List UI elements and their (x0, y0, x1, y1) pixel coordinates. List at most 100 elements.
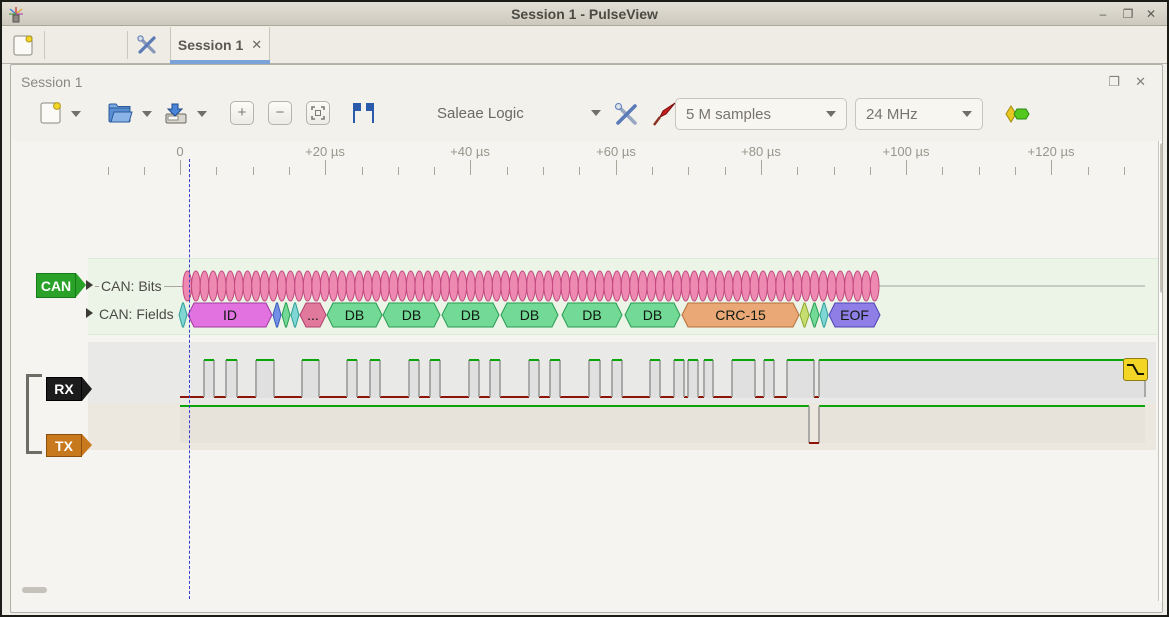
save-dropdown-arrow[interactable] (197, 111, 207, 117)
can-bit-annotation (706, 270, 717, 302)
session-dock: Session 1 ❐ ✕ + − (10, 64, 1163, 613)
major-tick (1051, 160, 1052, 175)
can-bit-annotation (251, 270, 261, 302)
tab-session-1[interactable]: Session 1 ✕ (170, 27, 270, 63)
rx-high-fill (688, 360, 698, 398)
can-bit-annotation (405, 270, 416, 302)
bits-row-label[interactable]: CAN: Bits (99, 278, 164, 294)
can-bit-annotation (259, 270, 270, 302)
major-tick (761, 160, 762, 175)
zoom-fit-button[interactable] (306, 101, 330, 125)
can-bit-annotation (560, 270, 571, 302)
can-bit-annotation (517, 270, 528, 302)
rx-high-fill (430, 360, 440, 398)
can-bit-annotation (483, 270, 493, 302)
can-bit-annotation (663, 270, 674, 302)
can-bit-annotation (216, 270, 227, 302)
can-field-label: DB (402, 307, 421, 323)
zoom-in-button[interactable]: + (230, 101, 254, 125)
rx-tag-point (82, 377, 92, 401)
can-field-annotation (187, 302, 273, 328)
can-field-annotation (178, 302, 188, 328)
can-bit-annotation (225, 270, 236, 302)
trigger-flags-icon[interactable] (350, 102, 376, 124)
rx-channel-tag[interactable]: RX (46, 377, 92, 401)
new-file-icon[interactable] (39, 101, 63, 125)
device-config-icon[interactable] (613, 101, 639, 127)
can-bit-annotation (551, 270, 562, 302)
minor-tick (252, 167, 254, 175)
trigger-marker-badge[interactable] (1123, 358, 1148, 381)
dock-float-button[interactable]: ❐ (1108, 74, 1120, 89)
tx-channel-tag[interactable]: TX (46, 434, 92, 457)
vertical-scrollbar-handle[interactable] (1160, 143, 1162, 293)
horizontal-scrollbar-handle[interactable] (22, 587, 47, 593)
falling-edge-icon (1127, 364, 1144, 375)
can-tag-point (76, 273, 86, 297)
tab-active-indicator (170, 60, 270, 64)
new-session-icon[interactable] (13, 34, 34, 56)
sample-count-combo[interactable]: 5 M samples (675, 98, 847, 130)
can-bit-annotation (569, 270, 579, 302)
sample-rate-value: 24 MHz (866, 105, 918, 123)
dock-close-button[interactable]: ✕ (1135, 74, 1146, 89)
sample-count-arrow (826, 111, 836, 117)
can-field-annotation (681, 302, 800, 328)
open-file-icon[interactable] (107, 101, 133, 125)
major-tick (180, 160, 181, 175)
title-bar[interactable]: Session 1 - PulseView – ❐ ✕ (2, 2, 1167, 26)
time-cursor[interactable] (189, 159, 190, 599)
fields-row-expand-icon[interactable] (86, 308, 93, 318)
fields-row-label[interactable]: CAN: Fields (99, 306, 174, 322)
close-button[interactable]: ✕ (1145, 7, 1157, 21)
can-bit-annotation (302, 270, 313, 302)
save-icon[interactable] (163, 100, 189, 126)
rx-high-fill (612, 360, 622, 398)
can-bit-annotation (397, 270, 407, 302)
can-field-annotation (290, 302, 300, 328)
open-dropdown-arrow[interactable] (142, 111, 152, 117)
vertical-scrollbar-track[interactable] (1158, 141, 1162, 601)
zoom-out-button[interactable]: − (268, 101, 292, 125)
sample-rate-combo[interactable]: 24 MHz (855, 98, 983, 130)
rx-high-fill (370, 360, 380, 398)
minor-tick (361, 167, 363, 175)
rx-high-fill (490, 360, 500, 398)
minor-tick (289, 167, 290, 175)
minor-tick (652, 167, 653, 175)
device-selector[interactable]: Saleae Logic (437, 98, 601, 128)
can-bit-annotation (723, 270, 734, 302)
new-file-dropdown-arrow[interactable] (71, 111, 81, 117)
rx-high-fill (819, 360, 1145, 398)
can-bit-annotation (620, 270, 631, 302)
maximize-button[interactable]: ❐ (1122, 7, 1134, 21)
can-bit-annotation (603, 270, 614, 302)
rx-high-fill (204, 360, 214, 398)
rx-high-fill (347, 360, 357, 398)
can-field-annotation (299, 302, 327, 328)
can-bit-annotation (689, 270, 700, 302)
zoom-fit-icon (311, 106, 325, 120)
can-bit-annotation (809, 270, 820, 302)
can-bit-annotation (448, 270, 459, 302)
add-decoder-icon[interactable] (1004, 105, 1032, 123)
ruler-tick-label: +60 µs (596, 144, 636, 159)
can-bit-annotation (792, 270, 803, 302)
channels-probe-icon[interactable] (651, 101, 677, 127)
can-bit-annotation (869, 270, 880, 302)
can-field-annotation (799, 302, 810, 328)
minimize-button[interactable]: – (1099, 7, 1107, 21)
can-bit-annotation (285, 270, 296, 302)
minor-tick (579, 167, 581, 175)
window-title: Session 1 - PulseView (511, 5, 658, 22)
tx-tag-point (82, 434, 92, 456)
minor-tick (1087, 167, 1089, 175)
bits-row-expand-icon[interactable] (86, 280, 93, 290)
can-decoder-tag[interactable]: CAN (36, 273, 86, 298)
trace-view[interactable]: 0 +20 µs +40 µs +60 µs +80 µs +100 µs +120 µs … (12, 141, 1162, 612)
settings-wrench-icon[interactable] (136, 34, 158, 56)
ruler-tick-label: +120 µs (1027, 144, 1075, 159)
tab-close-icon[interactable]: ✕ (251, 37, 263, 52)
can-field-label: DB (520, 307, 539, 323)
can-bit-annotation (431, 270, 442, 302)
